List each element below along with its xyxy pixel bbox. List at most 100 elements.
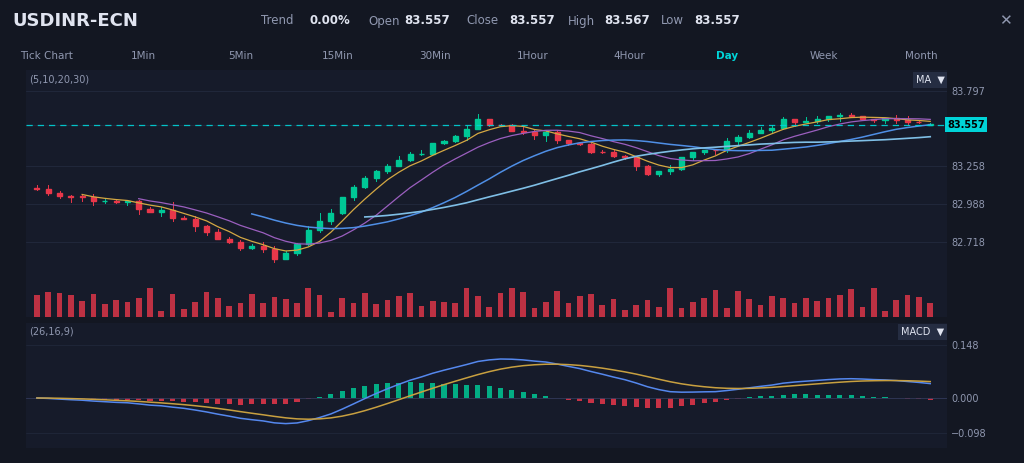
Bar	[385, 166, 390, 171]
Bar	[634, 398, 639, 407]
Bar	[623, 310, 628, 317]
Bar	[883, 397, 888, 398]
Bar	[226, 306, 232, 317]
Text: 83.557: 83.557	[947, 120, 985, 130]
Bar	[249, 246, 254, 248]
Bar	[566, 398, 571, 400]
Bar	[645, 166, 650, 174]
Bar	[792, 119, 797, 122]
Bar	[374, 384, 379, 398]
Bar	[916, 297, 922, 317]
Bar	[125, 201, 130, 202]
Bar	[284, 253, 288, 259]
Bar	[45, 292, 51, 317]
Bar	[509, 390, 514, 398]
Bar	[656, 307, 662, 317]
Bar	[441, 302, 446, 317]
Bar	[215, 298, 220, 317]
Bar	[475, 119, 480, 129]
Bar	[554, 291, 560, 317]
Text: 1Min: 1Min	[131, 51, 156, 61]
Bar	[679, 157, 684, 169]
Bar	[204, 398, 209, 403]
Text: (26,16,9): (26,16,9)	[30, 327, 74, 337]
Bar	[339, 298, 345, 317]
Bar	[305, 288, 311, 317]
Bar	[815, 119, 819, 121]
Bar	[102, 398, 108, 400]
Bar	[181, 398, 186, 402]
Bar	[589, 398, 594, 403]
Bar	[600, 398, 605, 404]
Bar	[486, 119, 492, 125]
Bar	[57, 398, 62, 399]
Bar	[181, 309, 186, 317]
Text: 1Hour: 1Hour	[516, 51, 549, 61]
Text: ✕: ✕	[999, 13, 1012, 29]
Bar	[498, 388, 503, 398]
Bar	[215, 232, 220, 239]
Bar	[170, 210, 175, 218]
Bar	[46, 189, 51, 193]
Bar	[80, 196, 85, 197]
Bar	[193, 219, 198, 226]
Bar	[849, 395, 854, 398]
Bar	[758, 130, 763, 133]
Bar	[803, 298, 809, 317]
Text: 15Min: 15Min	[322, 51, 354, 61]
Bar	[928, 124, 933, 125]
Bar	[464, 288, 469, 317]
Bar	[656, 171, 662, 174]
Bar	[271, 249, 276, 259]
Bar	[430, 143, 435, 154]
Bar	[147, 288, 153, 317]
Bar	[114, 300, 119, 317]
Bar	[724, 398, 729, 400]
Bar	[780, 298, 786, 317]
Bar	[860, 116, 865, 119]
Bar	[69, 398, 74, 399]
Bar	[329, 394, 334, 398]
Bar	[735, 398, 740, 399]
Bar	[159, 311, 164, 317]
Bar	[340, 391, 345, 398]
Bar	[226, 239, 231, 242]
Bar	[588, 294, 594, 317]
Bar	[509, 125, 514, 131]
Bar	[611, 152, 616, 156]
Bar	[905, 120, 910, 122]
Bar	[136, 398, 141, 400]
Text: 0.00%: 0.00%	[309, 14, 350, 27]
Bar	[928, 398, 933, 400]
Bar	[701, 150, 707, 152]
Bar	[283, 299, 289, 317]
Bar	[520, 392, 525, 398]
Bar	[419, 383, 424, 398]
Bar	[284, 398, 288, 404]
Bar	[475, 296, 480, 317]
Bar	[498, 293, 504, 317]
Bar	[690, 398, 695, 405]
Bar	[645, 300, 650, 317]
Text: 83.567: 83.567	[604, 14, 650, 27]
Bar	[238, 303, 244, 317]
Bar	[531, 308, 538, 317]
Bar	[826, 116, 831, 119]
Bar	[56, 293, 62, 317]
Bar	[577, 296, 583, 317]
Bar	[170, 398, 175, 401]
Bar	[565, 303, 571, 317]
Bar	[408, 154, 413, 160]
Bar	[351, 388, 356, 398]
Bar	[260, 246, 265, 249]
Bar	[883, 118, 888, 120]
Bar	[916, 398, 922, 400]
Text: 83.557: 83.557	[509, 14, 555, 27]
Bar	[80, 398, 85, 399]
Bar	[350, 303, 356, 317]
Bar	[578, 398, 583, 401]
Bar	[193, 398, 198, 402]
Bar	[238, 398, 243, 405]
Bar	[610, 299, 616, 317]
Bar	[396, 295, 401, 317]
